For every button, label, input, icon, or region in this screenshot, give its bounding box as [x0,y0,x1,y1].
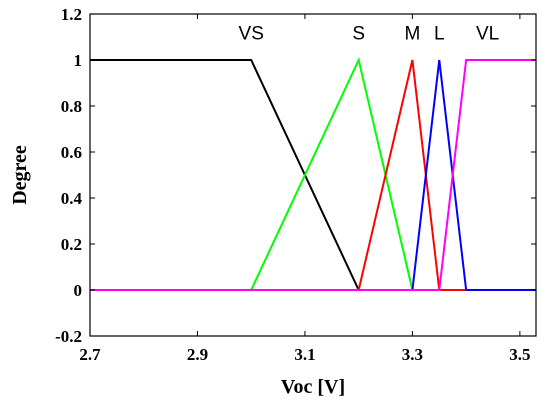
series-line-l [90,59,536,291]
x-tick-label: 2.9 [187,345,208,364]
y-tick-label: 0.4 [61,189,83,208]
series-line-m [90,59,536,291]
ticks-layer: 2.7 2.9 3.1 3.3 3.5 -0.2 0 0.2 0.4 0.6 0.8 1 1.2 [55,5,536,364]
y-axis-label: Degree [9,145,31,205]
x-tick-label: 3.3 [402,345,423,364]
series-labels: VS S M L VL [239,23,500,44]
y-tick-label: 0.2 [61,235,82,254]
series-line-vl [90,59,536,291]
series-label-s: S [352,23,365,44]
y-tick-label: 1.2 [61,5,82,24]
y-tick-label: 1 [74,51,83,70]
series-label-vs: VS [239,23,264,44]
y-tick-label: 0.6 [61,143,82,162]
series-label-l: L [434,23,445,44]
series-layer [90,56,536,291]
series-label-m: M [404,23,420,44]
plot-frame [89,13,537,337]
series-line-vs [90,59,536,291]
y-tick-label: 0.8 [61,97,82,116]
y-tick-label: 0 [74,281,83,300]
series-label-vl: VL [476,23,499,44]
x-tick-label: 2.7 [79,345,101,364]
series-line-s [90,56,536,291]
x-tick-label: 3.5 [509,345,530,364]
x-tick-label: 3.1 [294,345,315,364]
x-axis-label: Voc [V] [281,376,345,398]
y-tick-label: -0.2 [55,327,82,346]
